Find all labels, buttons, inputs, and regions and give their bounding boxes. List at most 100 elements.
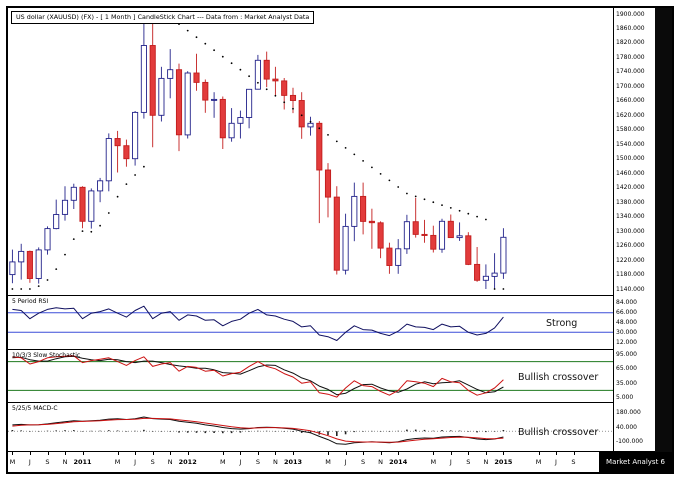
axis-label: S [571, 458, 576, 466]
axis-label: N [272, 458, 278, 466]
chart-title: US dollar (XAUUSD) (FX) - [ 1 Month ] Ca… [11, 11, 315, 24]
axis-label: J [449, 458, 452, 466]
stochastic-panel[interactable]: 10/3/3 Slow Stochastic Bullish crossover [8, 349, 613, 402]
axis-label: 1380.000 [616, 198, 645, 206]
axis-tick [450, 452, 452, 455]
axis-label: 180.000 [616, 408, 641, 416]
axis-label: 84.000 [616, 299, 637, 307]
price-axis-labels: 1900.000 1860.000 1820.000 1780.000 1740.000… [614, 8, 655, 451]
axis-label: 1820.000 [616, 39, 645, 47]
axis-tick [503, 452, 505, 455]
axis-label: -100.000 [616, 438, 643, 446]
axis-tick [433, 452, 435, 455]
macd-panel-title: 5/25/5 MACD-C [12, 405, 58, 412]
axis-tick [345, 452, 347, 455]
macd-plot[interactable] [8, 403, 613, 451]
chart-window: US dollar (XAUUSD) (FX) - [ 1 Month ] Ca… [6, 6, 674, 474]
axis-tick [170, 452, 172, 455]
axis-label: S [466, 458, 471, 466]
axis-tick [485, 452, 487, 455]
axis-label: 2015 [494, 458, 513, 466]
axis-tick [65, 452, 66, 455]
axis-label: M [325, 458, 331, 466]
candlestick-plot[interactable] [8, 8, 613, 295]
rsi-panel-title: 5 Period RSI [12, 298, 49, 305]
axis-tick [187, 452, 189, 455]
axis-tick [380, 452, 382, 455]
axis-label: 2011 [73, 458, 92, 466]
axis-label: 95.000 [616, 350, 637, 358]
axis-tick [135, 452, 137, 455]
macd-panel[interactable]: 5/25/5 MACD-C Bullish crossover [8, 402, 613, 451]
axis-label: 1900.000 [616, 10, 645, 18]
axis-label: M [9, 458, 16, 466]
axis-label: 1460.000 [616, 169, 645, 177]
right-scrollbar-strip[interactable] [655, 8, 672, 472]
axis-label: M [114, 458, 121, 466]
axis-label: 1620.000 [616, 111, 645, 119]
sar-dots-group [11, 13, 505, 290]
axis-tick [275, 452, 277, 455]
axis-label: 1220.000 [616, 256, 645, 264]
axis-label: 1540.000 [616, 140, 645, 148]
axis-tick [538, 452, 540, 455]
brand-badge: Market Analyst 6 [599, 452, 672, 472]
axis-tick [47, 452, 49, 455]
rsi-plot[interactable] [8, 296, 613, 349]
axis-label: S [255, 458, 260, 466]
axis-tick [240, 452, 242, 455]
axis-label: 2012 [178, 458, 197, 466]
axis-divider-line [613, 8, 614, 451]
axis-tick [82, 452, 84, 455]
stochastic-plot[interactable] [8, 350, 613, 402]
axis-label: 2014 [389, 458, 408, 466]
axis-label: 2013 [283, 458, 303, 466]
axis-label: J [344, 458, 347, 466]
rsi-panel[interactable]: 5 Period RSI Strong [8, 295, 613, 349]
axis-label: 40.000 [616, 423, 637, 431]
axis-label: N [483, 458, 489, 466]
axis-label: 1660.000 [616, 97, 645, 105]
rsi-annotation: Strong [546, 318, 578, 329]
price-panel[interactable] [8, 8, 613, 295]
axis-tick [29, 452, 31, 455]
axis-tick [363, 452, 365, 455]
time-axis: M J S N 2011 M J S N 2012 M J S N 2013 M J S N 2014 M J S N 2015… [8, 451, 655, 472]
axis-tick [468, 452, 470, 455]
axis-label: 12.000 [616, 338, 637, 346]
axis-label: 5.000 [616, 394, 634, 402]
axis-label: J [555, 458, 557, 466]
axis-label: N [62, 458, 68, 466]
axis-label: M [219, 458, 226, 466]
axis-label: N [378, 458, 384, 466]
axis-tick [12, 452, 14, 455]
axis-label: S [150, 458, 155, 466]
axis-label: 30.000 [616, 328, 637, 336]
axis-tick [222, 452, 224, 455]
axis-tick [117, 452, 119, 455]
axis-label: 65.000 [616, 365, 637, 373]
axis-label: M [430, 458, 437, 466]
axis-tick [293, 452, 294, 455]
stochastic-panel-title: 10/3/3 Slow Stochastic [12, 352, 81, 359]
candles-group [9, 14, 507, 289]
axis-label: J [134, 458, 137, 466]
axis-tick [573, 452, 575, 455]
axis-label: 1140.000 [616, 285, 645, 293]
axis-tick [398, 452, 400, 455]
axis-label: 1860.000 [616, 25, 645, 32]
axis-label: 1780.000 [616, 53, 645, 61]
axis-label: S [361, 458, 366, 466]
axis-label: 1420.000 [616, 184, 645, 192]
axis-label: 48.000 [616, 319, 637, 326]
axis-tick [152, 452, 154, 455]
axis-label: 1700.000 [616, 82, 645, 90]
axis-label: 66.000 [616, 309, 637, 317]
axis-label: 1300.000 [616, 227, 645, 235]
axis-label: 1340.000 [616, 213, 645, 221]
axis-label: J [28, 458, 31, 466]
axis-label: 1740.000 [616, 68, 645, 76]
stochastic-annotation: Bullish crossover [518, 372, 599, 383]
axis-label: M [535, 458, 542, 466]
axis-label: 1580.000 [616, 126, 645, 134]
